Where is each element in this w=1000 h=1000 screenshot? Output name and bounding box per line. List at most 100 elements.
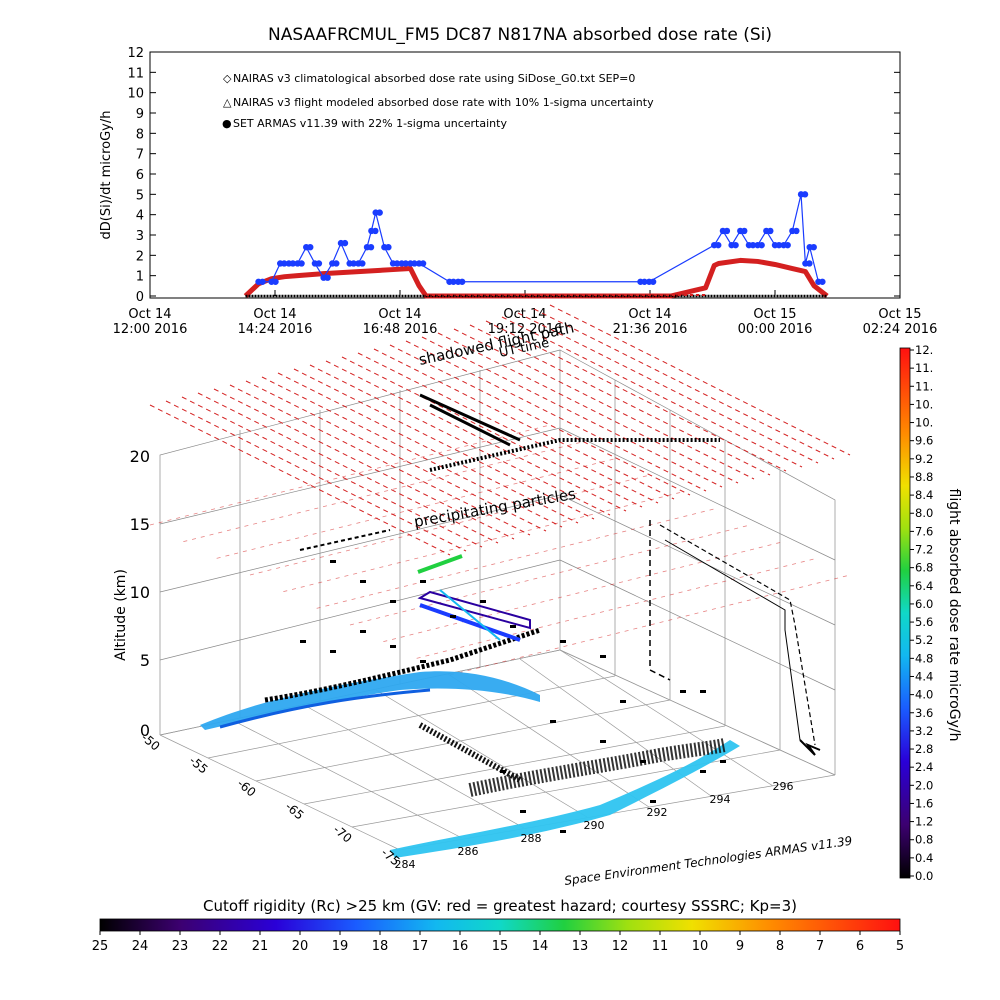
armas-point <box>281 260 288 267</box>
altitude-tick-label: 20 <box>130 447 150 466</box>
flight-leg-cyan <box>439 589 501 641</box>
scatter-mark <box>420 580 426 583</box>
dose-tick-label: 11. <box>915 379 933 393</box>
series-line-armas <box>258 194 819 283</box>
y-tick-label: 2 <box>136 249 144 264</box>
longitude-tick-label: 290 <box>584 819 605 832</box>
armas-point <box>801 191 809 198</box>
hazard-row <box>389 344 691 496</box>
armas-point <box>749 241 757 249</box>
dose-tick-label: 1.6 <box>915 796 933 810</box>
armas-point <box>367 244 375 251</box>
dose-tick-label: 7.2 <box>915 543 933 557</box>
armas-point <box>741 227 748 235</box>
hazard-row <box>549 304 851 456</box>
dose-tick-label: 8.0 <box>915 506 933 520</box>
armas-point <box>341 239 349 247</box>
x-tick-label-time: 16:48 2016 <box>363 322 438 337</box>
scatter-mark <box>330 560 336 563</box>
x-tick-label-time: 02:24 2016 <box>863 322 938 337</box>
scatter-mark <box>720 760 726 763</box>
scatter-mark <box>500 770 506 773</box>
y-tick-label: 0 <box>136 290 144 305</box>
plot-frame <box>149 51 901 299</box>
armas-point <box>393 260 401 267</box>
legend-symbol-model: △ <box>223 96 232 109</box>
rigidity-tick-label: 20 <box>292 939 309 954</box>
scatter-marks <box>300 560 726 833</box>
dose-tick-label: 1.2 <box>915 815 933 829</box>
scatter-mark <box>600 655 606 658</box>
dose-colorbar-strip <box>899 347 911 879</box>
hazard-row <box>373 348 675 500</box>
rigidity-tick-label: 6 <box>856 939 864 954</box>
y-tick-label: 6 <box>136 168 144 183</box>
rigidity-tick-label: 16 <box>452 939 469 954</box>
y-tick-label: 9 <box>136 107 144 122</box>
rigidity-colorbar-ticks: 25 24 23 22 21 20 19 18 17 16 15 14 13 12 11 10 9 8 7 6 5 <box>92 931 904 954</box>
x-tick-label-time: 21:36 2016 <box>613 322 688 337</box>
series-line-climo <box>243 257 829 299</box>
rigidity-tick-label: 21 <box>252 939 269 954</box>
dose-tick-label: 3.2 <box>915 724 933 738</box>
shadow-path-dashed <box>659 524 816 746</box>
armas-point <box>272 278 279 285</box>
legend-label-model: NAIRAS v3 flight modeled absorbed dose r… <box>233 96 654 109</box>
dose-tick-label: 2.0 <box>915 778 933 792</box>
y-tick-label: 12 <box>127 46 144 61</box>
hazard-row <box>469 324 771 476</box>
ground-track <box>200 671 740 858</box>
hazard-row <box>517 312 819 464</box>
rigidity-tick-label: 7 <box>816 939 824 954</box>
dose-colorbar-ticks: 0.0 0.4 0.8 1.2 1.6 2.0 2.4 2.8 3.2 3.6 4.0 4.4 4.8 5… <box>910 343 933 883</box>
x-tick-label-time: 12:00 2016 <box>113 322 188 337</box>
armas-point <box>641 278 648 285</box>
hazard-row <box>325 360 627 512</box>
hazard-row <box>293 368 595 520</box>
hazard-col <box>349 524 751 626</box>
annotation-precipitating-particles: precipitating particles <box>413 485 578 531</box>
rigidity-tick-label: 17 <box>412 939 429 954</box>
scatter-mark <box>560 640 566 643</box>
y-tick-label: 11 <box>127 66 144 81</box>
latitude-tick-label: -70 <box>331 822 355 845</box>
altitude-tick-label: 0 <box>140 721 150 740</box>
dose-tick-label: 4.0 <box>915 688 933 702</box>
armas-point <box>715 241 722 249</box>
rigidity-tick-label: 12 <box>612 939 629 954</box>
scatter-mark <box>360 580 366 583</box>
landing-squiggle <box>799 739 821 756</box>
hazard-row <box>309 364 611 516</box>
altitude-tick-label: 10 <box>130 583 150 602</box>
y-tick-label: 8 <box>136 127 144 142</box>
altitude-tick-label: 5 <box>140 651 150 670</box>
hazard-row <box>261 376 563 528</box>
scatter-mark <box>390 645 396 648</box>
altitude-tick-label: 15 <box>130 515 150 534</box>
dose-tick-label: 5.6 <box>915 615 933 629</box>
armas-point <box>793 227 800 235</box>
latitude-tick-label: -55 <box>187 753 211 776</box>
series-layer <box>243 191 829 299</box>
scatter-mark <box>700 770 706 773</box>
x-tick-label-day: Oct 15 <box>878 307 921 322</box>
dose-tick-label: 4.8 <box>915 651 933 665</box>
scatter-mark <box>360 630 366 633</box>
scatter-mark <box>680 690 686 693</box>
dose-tick-label: 10. <box>915 397 933 411</box>
rigidity-tick-label: 8 <box>776 939 784 954</box>
scatter-mark <box>300 640 306 643</box>
scatter-mark <box>420 660 426 663</box>
dose-colorbar-title: flight absorbed dose rate microGy/h <box>946 489 962 742</box>
dose-colorbar: 0.0 0.4 0.8 1.2 1.6 2.0 2.4 2.8 3.2 3.6 4.0 4.4 4.8 5… <box>899 343 962 883</box>
flight-leg-cruise-blue <box>419 603 521 642</box>
armas-point <box>372 227 379 235</box>
hazard-row <box>197 392 499 544</box>
rigidity-tick-label: 19 <box>332 939 349 954</box>
armas-point <box>784 241 791 249</box>
armas-point <box>450 278 457 285</box>
rigidity-tick-label: 15 <box>492 939 509 954</box>
armas-point <box>350 260 357 267</box>
